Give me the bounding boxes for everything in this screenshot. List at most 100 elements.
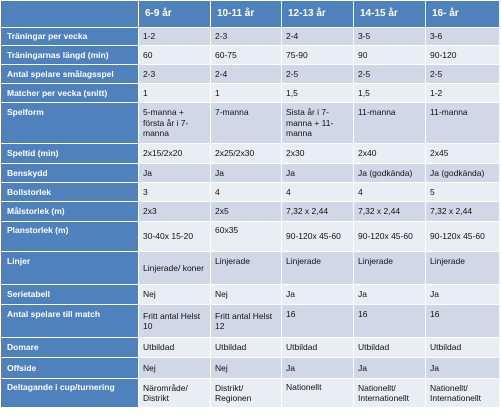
row-label: Matcher per vecka (snitt) (0, 83, 139, 103)
table-cell: 1-2 (138, 27, 211, 46)
column-header: 16- år (425, 0, 500, 28)
table-cell: 60 (138, 45, 211, 65)
table-cell: 2x15/2x20 (138, 143, 211, 164)
table-row: Målstorlek (m) 2x3 2x5 7,32 x 2,44 7,32 … (0, 201, 500, 222)
table-cell: 3-5 (353, 27, 426, 46)
table-row: Bollstorlek 3 4 4 4 5 (0, 182, 500, 202)
table-cell: Fritt antal Helst 10 (138, 304, 211, 338)
table-cell: Linjerade (425, 251, 500, 285)
table-row: Spelform 5-manna + första år i 7-manna 7… (0, 102, 500, 144)
table-cell: 4 (210, 182, 282, 202)
table-cell: 5-manna + första år i 7-manna (138, 102, 211, 144)
table-cell: 2x45 (425, 143, 500, 164)
table-row: Linjer Linjerade/ koner Linjerade Linjer… (0, 251, 500, 285)
table-cell: 2x3 (138, 201, 211, 222)
table-cell: 2x40 (353, 143, 426, 164)
table-cell: 1,5 (353, 83, 426, 103)
table-cell: Utbildad (281, 337, 354, 358)
table-cell: Ja (281, 357, 354, 379)
table-cell: Nationellt/ Internationellt (425, 378, 500, 408)
table-cell: 16 (281, 304, 354, 338)
table-cell: 1 (210, 83, 282, 103)
table-cell: 16 (425, 304, 500, 338)
row-label: Benskydd (0, 163, 139, 183)
table-row: Matcher per vecka (snitt) 1 1 1,5 1,5 1-… (0, 83, 500, 103)
table-cell: Nej (138, 357, 211, 379)
table-cell: 5 (425, 182, 500, 202)
table-cell: 30-40x 15-20 (138, 221, 211, 252)
table-cell: Ja (425, 284, 500, 305)
row-label: Målstorlek (m) (0, 201, 139, 222)
table-cell: 1 (138, 83, 211, 103)
row-label: Offside (0, 357, 139, 379)
table-cell: 7,32 x 2,44 (281, 201, 354, 222)
table-cell: 60x35 (210, 221, 282, 252)
table-cell: 1,5 (281, 83, 354, 103)
row-label: Träningarnas längd (min) (0, 45, 139, 65)
table-cell: Ja (godkända) (353, 163, 426, 183)
table-cell: Ja (353, 357, 426, 379)
table-cell: Nej (138, 284, 211, 305)
row-label: Serietabell (0, 284, 139, 305)
table-cell: 90-120x 45-60 (281, 221, 354, 252)
table-cell: Nej (210, 357, 282, 379)
table-cell: Ja (425, 357, 500, 379)
row-label: Planstorlek (m) (0, 221, 139, 252)
column-header: 10-11 år (210, 0, 282, 28)
table-row: Benskydd Ja Ja Ja Ja (godkända) Ja (godk… (0, 163, 500, 183)
table-cell: 11-manna (425, 102, 500, 144)
column-header: 6-9 år (138, 0, 211, 28)
row-label: Träningar per vecka (0, 27, 139, 46)
table-cell: 2-4 (281, 27, 354, 46)
table-cell: Nationellt (281, 378, 354, 408)
table-cell: Ja (godkända) (425, 163, 500, 183)
table-cell: 2-5 (281, 64, 354, 84)
table-cell: 7-manna (210, 102, 282, 144)
table-cell: 60-75 (210, 45, 282, 65)
table-cell: 90 (353, 45, 426, 65)
table-cell: 1-2 (425, 83, 500, 103)
table-row: Antal spelare smålagsspel 2-3 2-4 2-5 2-… (0, 64, 500, 84)
table-cell: 2-5 (353, 64, 426, 84)
table-cell: Ja (138, 163, 211, 183)
table-cell: 90-120x 45-60 (353, 221, 426, 252)
table-cell: Närområde/ Distrikt (138, 378, 211, 408)
table-cell: Nationellt/ Internationellt (353, 378, 426, 408)
row-label: Deltagande i cup/turnering (0, 378, 139, 408)
table-cell: Utbildad (138, 337, 211, 358)
table-cell: Linjerade (210, 251, 282, 285)
table-cell: 7,32 x 2,44 (425, 201, 500, 222)
header-corner-cell (0, 0, 139, 28)
table-cell: Linjerade (353, 251, 426, 285)
table-cell: 2x5 (210, 201, 282, 222)
table-cell: 2-5 (425, 64, 500, 84)
table-row: Offside Nej Nej Ja Ja Ja (0, 357, 500, 379)
table-cell: 2x25/2x30 (210, 143, 282, 164)
table-cell: Ja (210, 163, 282, 183)
table-cell: Ja (281, 284, 354, 305)
table-cell: 3 (138, 182, 211, 202)
table-cell: Utbildad (210, 337, 282, 358)
table-cell: Distrikt/ Regionen (210, 378, 282, 408)
table-cell: 4 (353, 182, 426, 202)
table-cell: 2-4 (210, 64, 282, 84)
table-cell: 2-3 (138, 64, 211, 84)
table-cell: Utbildad (353, 337, 426, 358)
table-row: Träningarnas längd (min) 60 60-75 75-90 … (0, 45, 500, 65)
table-cell: Ja (353, 284, 426, 305)
table-cell: Linjerade/ koner (138, 251, 211, 285)
table-cell: 7,32 x 2,44 (353, 201, 426, 222)
table-cell: 2x30 (281, 143, 354, 164)
table-cell: Linjerade (281, 251, 354, 285)
table-cell: 90-120x 45-60 (425, 221, 500, 252)
table-cell: 4 (281, 182, 354, 202)
column-header: 14-15 år (353, 0, 426, 28)
table-cell: 75-90 (281, 45, 354, 65)
table-cell: Ja (281, 163, 354, 183)
table-cell: Nej (210, 284, 282, 305)
row-label: Bollstorlek (0, 182, 139, 202)
table-cell: 16 (353, 304, 426, 338)
table-cell: 3-6 (425, 27, 500, 46)
table-row: Antal spelare till match Fritt antal Hel… (0, 304, 500, 338)
